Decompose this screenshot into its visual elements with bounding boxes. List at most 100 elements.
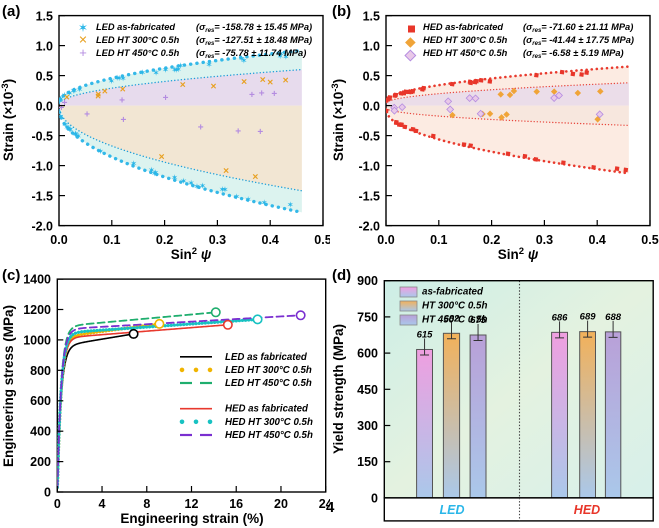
svg-text:✕: ✕ xyxy=(267,78,274,87)
svg-text:+: + xyxy=(120,115,126,126)
svg-text:(σres= -41.44 ± 17.75 MPa): (σres= -41.44 ± 17.75 MPa) xyxy=(523,35,634,47)
svg-text:-1.5: -1.5 xyxy=(31,190,53,204)
svg-text:HED: HED xyxy=(574,503,600,517)
svg-text:(a): (a) xyxy=(2,3,20,20)
svg-text:0.2: 0.2 xyxy=(483,233,500,247)
svg-text:8: 8 xyxy=(143,497,150,511)
svg-text:(d): (d) xyxy=(332,267,351,284)
svg-text:HED HT 300°C 0.5h: HED HT 300°C 0.5h xyxy=(423,35,508,45)
svg-text:20: 20 xyxy=(274,497,288,511)
svg-text:+: + xyxy=(259,89,265,100)
svg-text:+: + xyxy=(84,109,90,120)
svg-text:12: 12 xyxy=(185,497,199,511)
svg-text:Engineering stress (MPa): Engineering stress (MPa) xyxy=(1,305,16,467)
svg-text:1.0: 1.0 xyxy=(36,40,53,54)
svg-text:615: 615 xyxy=(417,329,434,340)
svg-text:LED HT 450°C 0.5h: LED HT 450°C 0.5h xyxy=(225,378,312,389)
svg-text:Engineering strain (%): Engineering strain (%) xyxy=(120,511,263,526)
svg-text:+: + xyxy=(257,127,263,138)
svg-text:800: 800 xyxy=(30,364,51,378)
svg-text:(σres= -158.78 ± 15.45 MPa): (σres= -158.78 ± 15.45 MPa) xyxy=(196,22,312,34)
svg-text:HT 300°C 0.5h: HT 300°C 0.5h xyxy=(422,301,487,312)
svg-text:200: 200 xyxy=(30,455,51,469)
svg-text:0: 0 xyxy=(371,491,378,505)
svg-text:LED HT 450°C 0.5h: LED HT 450°C 0.5h xyxy=(96,48,180,58)
svg-text:0.1: 0.1 xyxy=(103,233,120,247)
svg-text:0.5: 0.5 xyxy=(314,233,330,247)
svg-text:+: + xyxy=(119,95,125,106)
svg-text:(b): (b) xyxy=(332,3,351,20)
svg-text:✕: ✕ xyxy=(241,77,248,86)
svg-text:0.0: 0.0 xyxy=(363,100,380,114)
svg-text:600: 600 xyxy=(30,394,51,408)
svg-text:0.0: 0.0 xyxy=(377,233,394,247)
svg-text:1.5: 1.5 xyxy=(363,10,380,24)
svg-text:✕: ✕ xyxy=(210,82,217,91)
svg-text:750: 750 xyxy=(357,310,378,324)
svg-text:LED as fabricated: LED as fabricated xyxy=(225,352,308,363)
svg-text:LED: LED xyxy=(440,503,465,517)
svg-text:Yield strength (MPa): Yield strength (MPa) xyxy=(331,324,346,454)
svg-text:✕: ✕ xyxy=(158,153,165,162)
svg-text:900: 900 xyxy=(357,274,378,288)
svg-text:(σres= -6.58 ± 5.19 MPa): (σres= -6.58 ± 5.19 MPa) xyxy=(523,48,624,60)
svg-text:✕: ✕ xyxy=(282,76,289,85)
svg-text:HT 450°C 0.5h: HT 450°C 0.5h xyxy=(422,315,487,326)
svg-text:0: 0 xyxy=(54,497,61,511)
svg-text:-2.0: -2.0 xyxy=(31,220,53,234)
svg-text:1.0: 1.0 xyxy=(363,40,380,54)
svg-text:(c): (c) xyxy=(2,267,20,284)
svg-text:(σres= -71.60 ± 21.11 MPa): (σres= -71.60 ± 21.11 MPa) xyxy=(523,22,633,34)
svg-text:0.0: 0.0 xyxy=(50,233,67,247)
svg-text:450: 450 xyxy=(357,383,378,397)
svg-text:0.0: 0.0 xyxy=(36,100,53,114)
svg-text:0.4: 0.4 xyxy=(589,233,606,247)
svg-text:LED HT 300°C 0.5h: LED HT 300°C 0.5h xyxy=(225,365,312,376)
svg-text:+: + xyxy=(62,98,68,109)
svg-text:as-fabricated: as-fabricated xyxy=(422,287,484,298)
svg-text:Sin2 ψ: Sin2 ψ xyxy=(498,246,539,262)
svg-text:HED as-fabricated: HED as-fabricated xyxy=(423,22,503,32)
svg-text:✕: ✕ xyxy=(179,80,186,89)
svg-text:0: 0 xyxy=(44,485,51,499)
svg-text:0.4: 0.4 xyxy=(262,233,279,247)
svg-text:✕: ✕ xyxy=(223,166,230,175)
svg-text:689: 689 xyxy=(580,312,597,323)
svg-text:+: + xyxy=(271,89,277,100)
svg-text:-1.5: -1.5 xyxy=(358,190,380,204)
svg-text:0.3: 0.3 xyxy=(536,233,553,247)
svg-text:Sin2 ψ: Sin2 ψ xyxy=(171,246,212,262)
svg-text:-0.5: -0.5 xyxy=(358,130,380,144)
svg-text:HED HT 300°C 0.5h: HED HT 300°C 0.5h xyxy=(225,417,313,428)
svg-text:(σres= -127.51 ± 18.48 MPa): (σres= -127.51 ± 18.48 MPa) xyxy=(196,35,312,47)
svg-text:+: + xyxy=(163,93,169,104)
svg-text:+: + xyxy=(198,122,204,133)
svg-text:LED HT 300°C 0.5h: LED HT 300°C 0.5h xyxy=(96,35,180,45)
svg-text:✕: ✕ xyxy=(102,87,109,96)
svg-text:4: 4 xyxy=(99,497,106,511)
svg-text:✕: ✕ xyxy=(119,85,126,94)
svg-text:-1.0: -1.0 xyxy=(31,160,53,174)
svg-text:1000: 1000 xyxy=(23,333,51,347)
svg-text:Strain (×10-3): Strain (×10-3) xyxy=(330,79,346,161)
svg-text:HED HT 450°C 0.5h: HED HT 450°C 0.5h xyxy=(423,48,508,58)
svg-text:16: 16 xyxy=(229,497,243,511)
svg-text:+: + xyxy=(249,90,255,101)
svg-text:0.5: 0.5 xyxy=(641,233,658,247)
svg-text:1200: 1200 xyxy=(23,303,51,317)
svg-text:+: + xyxy=(235,126,241,137)
svg-text:1400: 1400 xyxy=(23,273,51,287)
svg-text:-1.0: -1.0 xyxy=(358,160,380,174)
svg-text:-2.0: -2.0 xyxy=(358,220,380,234)
svg-text:0.1: 0.1 xyxy=(430,233,447,247)
svg-text:688: 688 xyxy=(605,312,622,323)
svg-text:150: 150 xyxy=(357,455,378,469)
svg-text:0.5: 0.5 xyxy=(36,70,53,84)
svg-text:LED as-fabricated: LED as-fabricated xyxy=(96,22,175,32)
svg-text:0.5: 0.5 xyxy=(363,70,380,84)
svg-text:0.2: 0.2 xyxy=(156,233,173,247)
svg-text:HED as fabricated: HED as fabricated xyxy=(225,404,309,415)
svg-text:1.5: 1.5 xyxy=(36,10,53,24)
svg-text:Strain (×10-3): Strain (×10-3) xyxy=(0,79,16,161)
svg-text:+: + xyxy=(79,45,87,60)
